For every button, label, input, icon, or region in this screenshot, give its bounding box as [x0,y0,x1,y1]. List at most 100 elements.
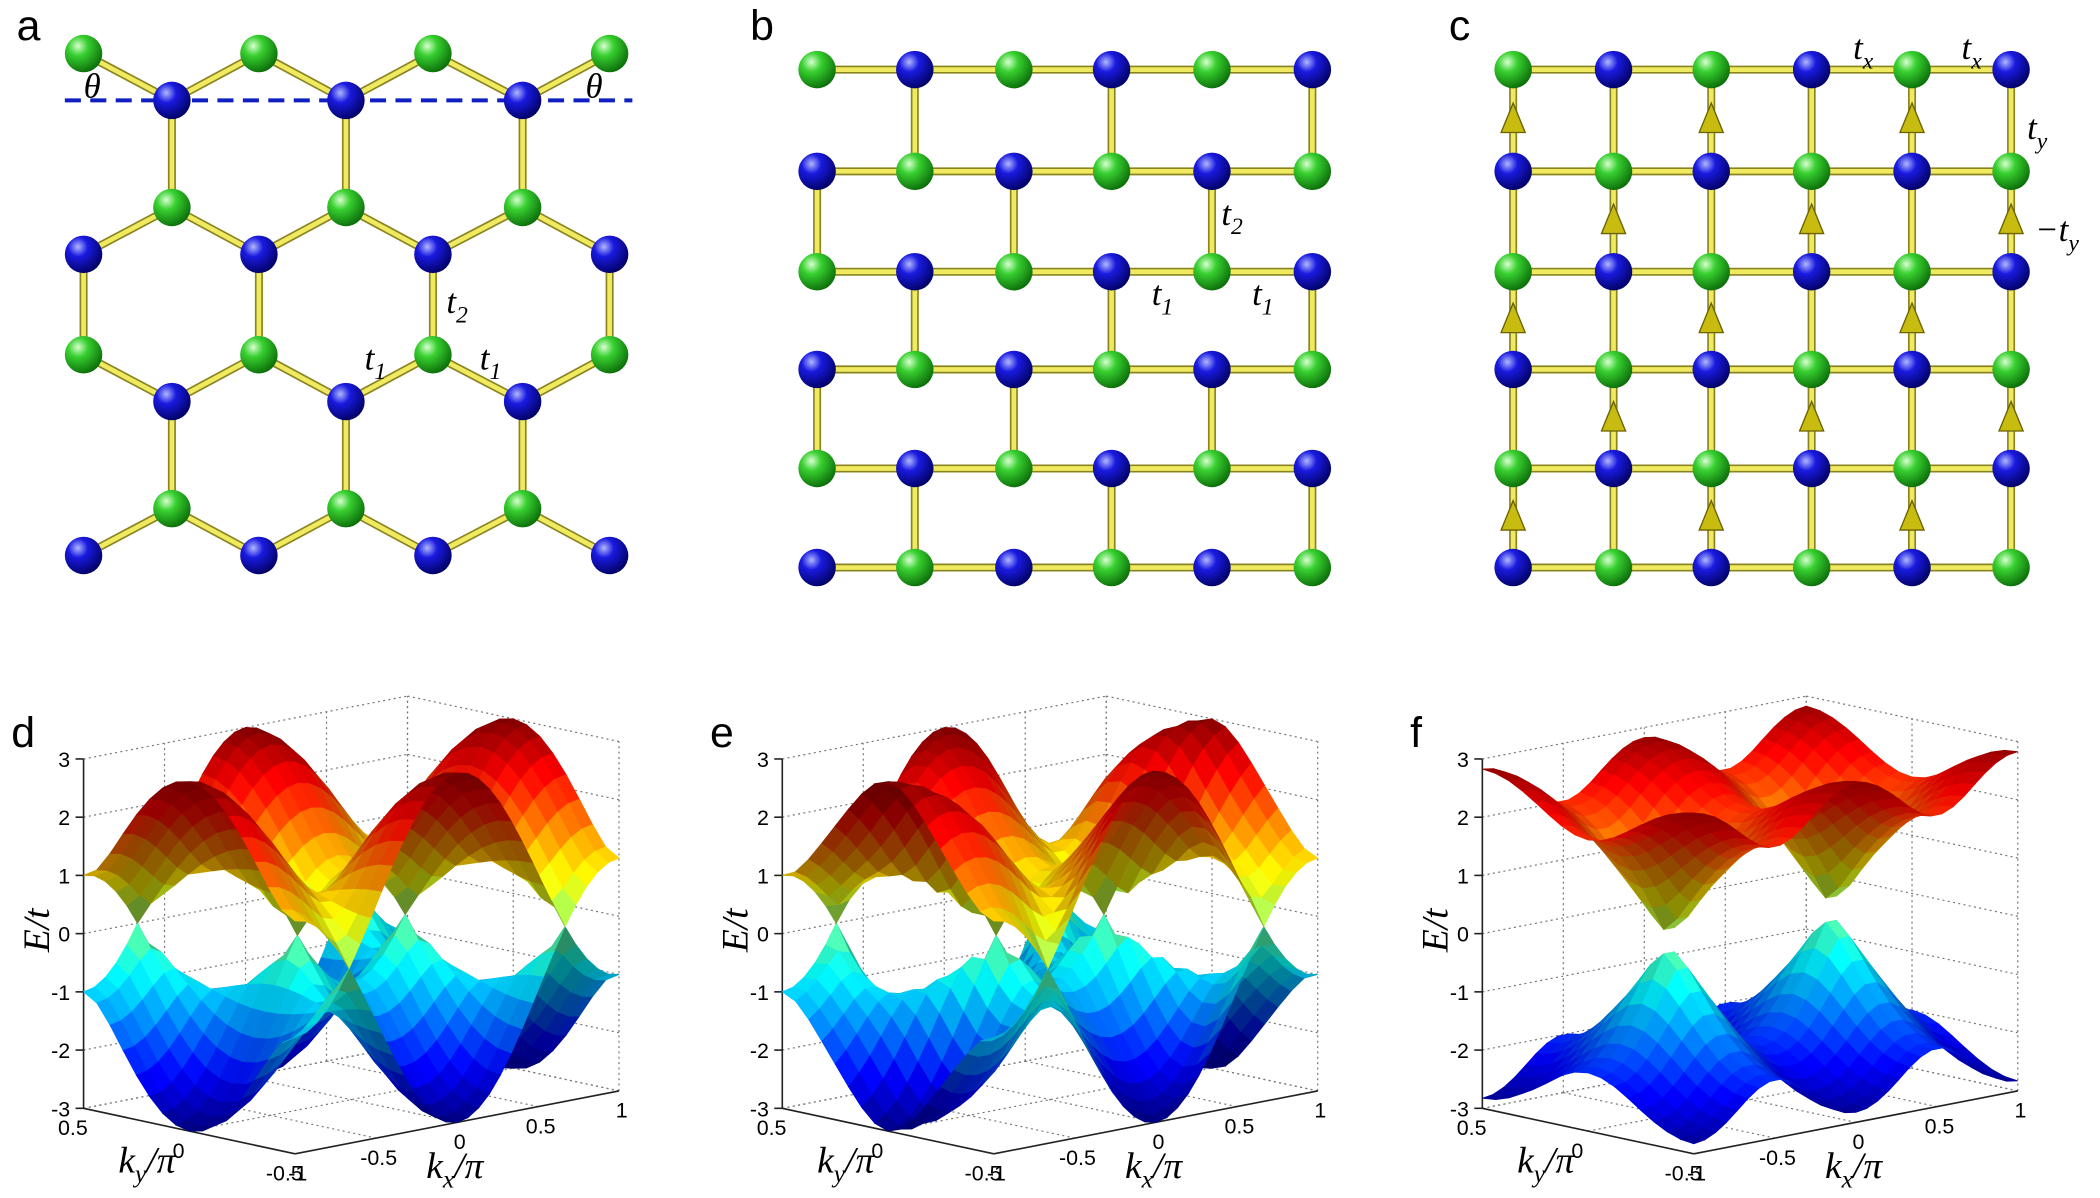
z-tick-label: 1 [757,864,769,888]
grid-line [245,1076,458,1123]
grid-line [1482,695,1807,760]
surface-patch [1680,812,1705,815]
grid-line [83,1044,408,1109]
atom-blue [1494,350,1532,389]
hopping-label-main: t [2027,108,2038,147]
z-axis-label: E/t [17,907,58,953]
x-tick-label: 1 [616,1099,628,1123]
atom-blue [995,350,1033,389]
grid-line [1806,811,2018,859]
atom-green [1494,50,1532,89]
atom-blue [1494,152,1532,191]
hop-arrow [1698,498,1725,531]
atom-blue [1293,50,1332,89]
atom-blue [896,449,934,488]
hop-arrow [1998,202,2025,235]
atom-blue [798,152,836,191]
atom-blue [503,81,542,120]
hopping-label: ty [2027,108,2048,154]
hopping-label: t2 [446,282,468,328]
hop-arrow [1500,498,1527,531]
atom-blue [240,536,278,575]
y-tick-label: 0.5 [757,1116,787,1140]
atom-green [1193,449,1231,488]
x-axis-label-main: k [1125,1146,1143,1187]
atom-blue [1792,449,1831,488]
atom-green [1494,252,1532,291]
z-tick-label: -1 [1450,981,1469,1005]
hop-arrow [1600,399,1627,432]
atom-blue [1594,50,1633,89]
atom-green [798,449,836,488]
atom-blue [590,536,629,575]
grid-line [944,1076,1156,1123]
hopping-label-main: t [1152,274,1163,313]
panel-letter: a [17,2,41,50]
surface-patch [281,1032,307,1044]
atom-green [896,152,934,191]
hop-arrow [1600,202,1627,235]
y-axis-label-rest: /π [144,1141,176,1182]
z-tick-label: -3 [750,1097,769,1121]
atom-blue [798,350,836,389]
atom-green [995,50,1033,89]
hop-arrow [1998,399,2025,432]
atom-green [1494,449,1532,488]
atom-green [1692,252,1730,291]
z-tick-label: 1 [1457,864,1469,888]
atom-blue [1792,50,1831,89]
atom-blue [590,235,629,274]
lattices [64,34,2030,587]
atom-green [1692,50,1730,89]
atom-blue [1092,449,1131,488]
x-tick-label: 1 [1314,1099,1326,1123]
hop-arrow [1698,101,1725,134]
atom-green [64,34,103,73]
atom-green [153,188,191,227]
atom-green [896,548,934,587]
grid-line [863,1092,1075,1139]
x-tick-label: 1 [2014,1099,2026,1123]
atom-blue [1893,548,1931,587]
hop-arrow [1698,301,1725,334]
hopping-label-main: −t [2035,210,2069,249]
z-tick-label: 3 [58,748,70,772]
atom-green [1092,152,1131,191]
x-axis-label-sub: x [1141,1164,1154,1193]
atom-blue [503,382,542,421]
grid-line [1806,928,2018,976]
hopping-label: t1 [1252,274,1274,320]
hopping-label: t1 [1152,274,1174,320]
y-axis-label-rest: /π [1543,1141,1575,1182]
z-tick-label: 2 [58,806,70,830]
panel-letter: e [710,709,734,757]
atom-green [64,335,103,374]
z-tick-label: 2 [757,806,769,830]
z-tick-label: 0 [1457,923,1469,947]
y-tick-label: -0.5 [1665,1162,1702,1186]
atom-blue [1092,50,1131,89]
atom-green [798,50,836,89]
atom-green [1092,548,1131,587]
atom-blue [1193,548,1231,587]
atom-green [503,188,542,227]
atom-green [327,188,365,227]
y-axis-label-main: k [1517,1141,1535,1182]
z-tick-label: -1 [51,981,70,1005]
y-tick-label: 0.5 [1457,1116,1487,1140]
z-tick-label: 2 [1457,806,1469,830]
x-axis-label-sub: x [1841,1164,1854,1193]
atom-green [995,449,1033,488]
panel-letter: b [750,2,774,50]
atom-blue [1193,152,1231,191]
x-tick-label: 0.5 [1925,1114,1955,1138]
x-axis-label-rest: /π [452,1146,484,1187]
atom-blue [153,81,191,120]
y-tick-label: 0 [1571,1139,1583,1163]
hopping-label-main: t [1962,28,1973,67]
hopping-label-main: θ [84,67,101,106]
hopping-label-main: t [446,282,457,321]
hopping-label-sub: 1 [1161,295,1173,321]
grid-line [782,695,1107,760]
atom-green [414,34,452,73]
